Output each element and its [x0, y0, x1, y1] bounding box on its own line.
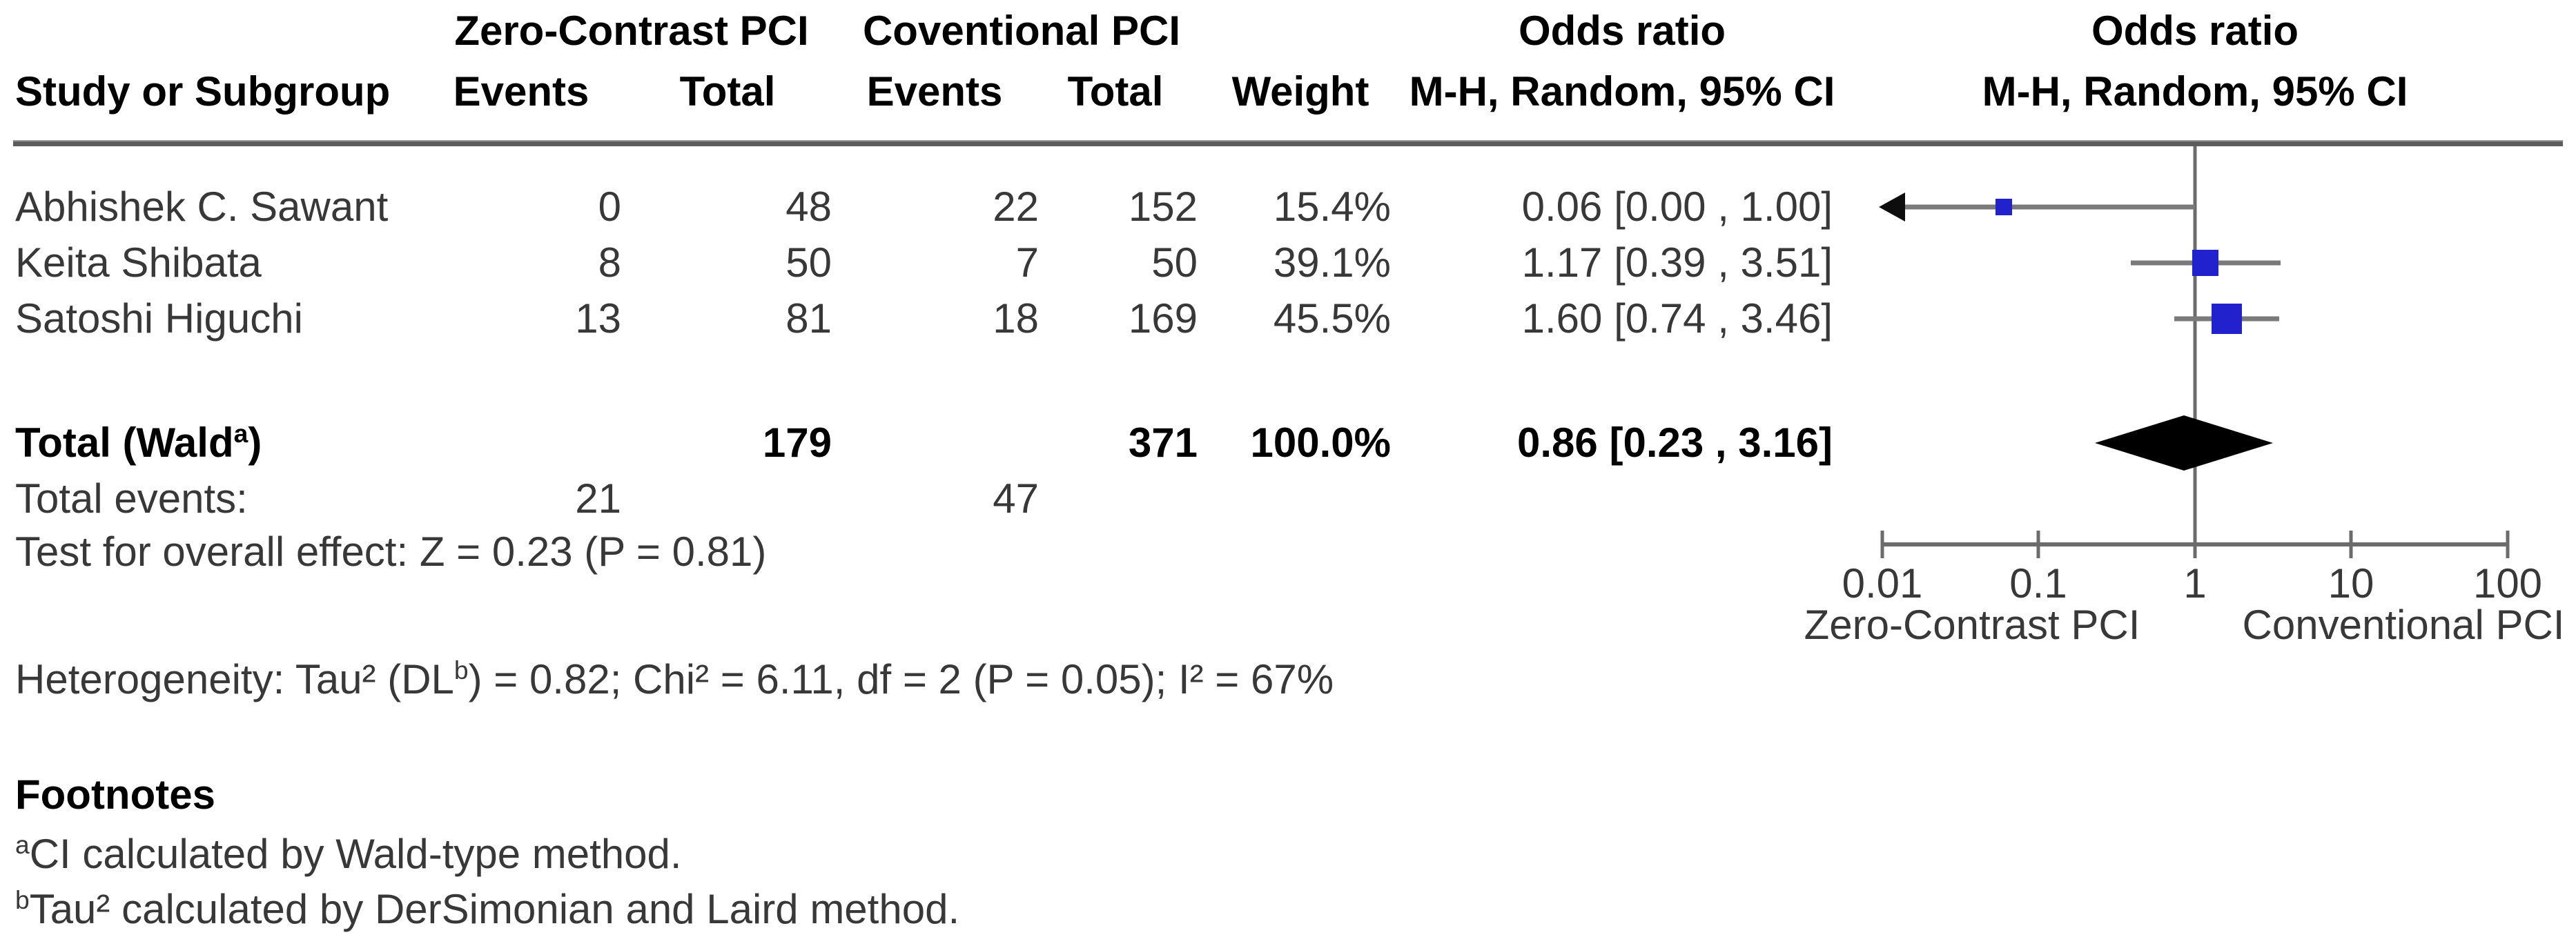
- weight-cell: 45.5%: [1273, 295, 1391, 342]
- heterogeneity-superscript: b: [453, 656, 469, 684]
- study-name: Abhishek C. Sawant: [15, 184, 389, 230]
- events1-col-header: Events: [453, 68, 589, 115]
- total2-cell: 152: [1128, 184, 1198, 230]
- total2-col-header: Total: [1067, 68, 1164, 115]
- events1-cell: 0: [598, 184, 621, 230]
- favours-left-label: Zero-Contrast PCI: [1804, 602, 2140, 648]
- or-ci-cell: 1.60 [0.74 , 3.46]: [1521, 295, 1833, 342]
- x-tick-label: 10: [2328, 560, 2374, 607]
- events2-cell: 7: [1015, 239, 1039, 286]
- total2-cell: 50: [1151, 239, 1198, 286]
- header-divider: [13, 140, 2563, 146]
- group2-header: Coventional PCI: [862, 8, 1181, 54]
- point-estimate-higuchi: [2212, 304, 2242, 334]
- study-name: Keita Shibata: [15, 239, 262, 286]
- weight-col-header: Weight: [1231, 68, 1369, 115]
- study-name: Satoshi Higuchi: [15, 295, 303, 342]
- events2-cell: 18: [993, 295, 1039, 342]
- footnote-b: bTau² calculated by DerSimonian and Lair…: [15, 885, 960, 932]
- study-col-header: Study or Subgroup: [15, 68, 391, 115]
- footnote-a: aCI calculated by Wald-type method.: [15, 830, 682, 877]
- x-tick-label: 0.01: [1842, 560, 1923, 607]
- favours-right-label: Conventional PCI: [2242, 602, 2565, 648]
- events1-cell: 8: [598, 239, 621, 286]
- forest-plot-canvas: [1879, 146, 2510, 558]
- overall-effect-text: Test for overall effect: Z = 0.23 (P = 0…: [15, 529, 767, 575]
- total-weight-cell: 100.0%: [1250, 420, 1392, 466]
- events1-cell: 13: [575, 295, 621, 342]
- footnote-b-marker: b: [15, 885, 30, 914]
- mh-col-header-text: M-H, Random, 95% CI: [1409, 68, 1835, 115]
- total1-cell: 81: [786, 295, 832, 342]
- pooled-diamond: [2095, 415, 2273, 471]
- total1-cell: 48: [786, 184, 832, 230]
- footnote-a-marker: a: [15, 830, 30, 859]
- x-tick-label: 1: [2183, 560, 2207, 607]
- point-estimate-sawant: [1996, 199, 2012, 215]
- weight-cell: 15.4%: [1273, 184, 1391, 230]
- total-or-ci-cell: 0.86 [0.23 , 3.16]: [1517, 420, 1833, 466]
- total-events1-cell: 21: [575, 475, 621, 522]
- total2-cell: 169: [1128, 295, 1198, 342]
- events2-cell: 22: [993, 184, 1039, 230]
- total1-cell: 50: [786, 239, 832, 286]
- total-events2-cell: 47: [993, 475, 1039, 522]
- or-ci-cell: 0.06 [0.00 , 1.00]: [1521, 184, 1833, 230]
- or-ci-cell: 1.17 [0.39 , 3.51]: [1521, 239, 1833, 286]
- group1-header: Zero-Contrast PCI: [454, 8, 809, 54]
- x-tick-label: 0.1: [2009, 560, 2067, 607]
- footnotes-title: Footnotes: [15, 771, 215, 818]
- total-events-label: Total events:: [15, 475, 248, 522]
- events2-col-header: Events: [866, 68, 1003, 115]
- heterogeneity-text: Heterogeneity: Tau² (DLb) = 0.82; Chi² =…: [15, 656, 1334, 702]
- total2-sum-cell: 371: [1128, 420, 1198, 466]
- odds-ratio-header-text: Odds ratio: [1518, 8, 1726, 54]
- total-label: Total (Walda): [15, 419, 262, 466]
- total1-col-header: Total: [679, 68, 776, 115]
- x-tick-label: 100: [2472, 560, 2543, 607]
- total1-sum-cell: 179: [762, 420, 832, 466]
- total-label-superscript: a: [233, 419, 248, 448]
- ci-arrow-left-sawant: [1879, 193, 1905, 221]
- point-estimate-shibata: [2192, 250, 2218, 276]
- mh-col-header-plot: M-H, Random, 95% CI: [1982, 68, 2408, 115]
- odds-ratio-header-plot: Odds ratio: [2091, 8, 2299, 54]
- weight-cell: 39.1%: [1273, 239, 1391, 286]
